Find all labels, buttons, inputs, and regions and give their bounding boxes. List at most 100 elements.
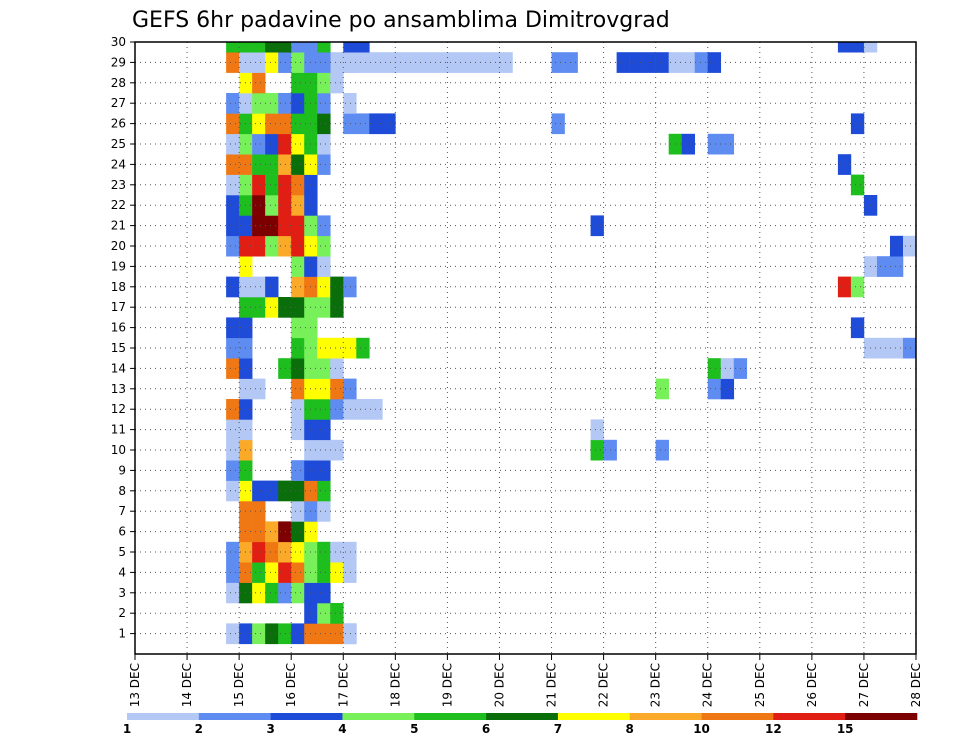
heatmap-cell (226, 215, 240, 237)
heatmap-cell (447, 52, 461, 73)
heatmap-cell (265, 562, 279, 583)
heatmap-cell (317, 562, 331, 583)
heatmap-cell (265, 42, 279, 53)
heatmap-cell (460, 52, 474, 73)
colorbar-segment (270, 713, 343, 720)
heatmap-cell (291, 154, 305, 175)
heatmap-cell (317, 358, 331, 379)
heatmap-cell (876, 337, 891, 359)
heatmap-cell (265, 215, 279, 237)
heatmap-cell (694, 52, 709, 73)
heatmap-cell (837, 276, 852, 298)
y-tick-label: 26 (111, 117, 126, 131)
heatmap-cell (330, 358, 344, 379)
heatmap-cell (226, 133, 240, 155)
heatmap-cell (720, 378, 735, 400)
heatmap-cell (434, 52, 448, 73)
heatmap-cell (317, 460, 331, 481)
heatmap-cell (382, 113, 396, 135)
heatmap-cell (720, 133, 735, 155)
heatmap-cell (421, 52, 435, 73)
heatmap-cell (837, 42, 852, 53)
heatmap-cell (278, 358, 292, 379)
heatmap-cell (226, 195, 240, 216)
heatmap-cell (356, 113, 370, 135)
colorbar-label: 2 (195, 722, 203, 736)
heatmap-cell (265, 93, 279, 114)
heatmap-cell (863, 42, 878, 53)
heatmap-cell (265, 276, 279, 298)
heatmap-cell (655, 52, 669, 73)
heatmap-cell (902, 235, 917, 257)
heatmap-cell (330, 439, 344, 461)
heatmap-cell (317, 215, 331, 237)
y-axis: 1234567891011121314151617181920212223242… (111, 35, 135, 641)
colorbar-label: 7 (554, 722, 562, 736)
heatmap-cell (252, 623, 266, 645)
heatmap-cell (330, 52, 344, 73)
x-tick-label: 16 DEC (284, 663, 298, 707)
heatmap-cell (252, 378, 266, 400)
colorbar-label: 1 (123, 722, 131, 736)
heatmap-cell (278, 562, 292, 583)
heatmap-cell (343, 562, 357, 583)
heatmap-cell (291, 276, 305, 298)
heatmap-cell (226, 113, 240, 135)
x-tick-label: 28 DEC (909, 663, 923, 707)
heatmap-cell (356, 52, 370, 73)
heatmap-cell (356, 337, 370, 359)
heatmap-cell (317, 378, 331, 400)
heatmap-cell (317, 337, 331, 359)
heatmap-cell (291, 113, 305, 135)
heatmap-cell (252, 297, 266, 318)
heatmap-cell (395, 52, 409, 73)
heatmap-cell (889, 337, 904, 359)
heatmap-cell (317, 42, 331, 53)
heatmap-cell (707, 358, 722, 379)
x-tick-label: 19 DEC (440, 663, 454, 707)
heatmap-cell (590, 419, 604, 441)
heatmap-cell (291, 562, 305, 583)
heatmap-cell (265, 521, 279, 543)
heatmap-cell (551, 52, 565, 73)
heatmap-cell (291, 93, 305, 114)
heatmap-cell (252, 174, 266, 196)
heatmap-cell (265, 235, 279, 257)
heatmap-cell (226, 337, 240, 359)
heatmap-cell (317, 276, 331, 298)
heatmap-cell (902, 337, 917, 359)
heatmap-cell (486, 52, 500, 73)
heatmap-cell (252, 154, 266, 175)
heatmap-cell (278, 154, 292, 175)
heatmap-cell (681, 52, 696, 73)
heatmap-cell (291, 378, 305, 400)
heatmap-cell (278, 133, 292, 155)
heatmap-cell (499, 52, 513, 73)
colorbar-segment (486, 713, 559, 720)
y-tick-label: 10 (111, 443, 126, 457)
heatmap-cell (252, 541, 266, 563)
heatmap-cell (317, 113, 331, 135)
heatmap-cell (642, 52, 656, 73)
heatmap-cell (291, 480, 305, 502)
y-tick-label: 24 (111, 157, 126, 171)
y-tick-label: 12 (111, 402, 126, 416)
colorbar-label: 6 (482, 722, 490, 736)
heatmap-cell (317, 72, 331, 94)
heatmap-cell (343, 337, 357, 359)
heatmap-cell (278, 541, 292, 563)
heatmap-cell (876, 256, 891, 277)
heatmap-cell (226, 154, 240, 175)
heatmap-cell (226, 174, 240, 196)
heatmap-cell (837, 154, 852, 175)
heatmap-cell (551, 113, 565, 135)
heatmap-cell (291, 215, 305, 237)
heatmap-cell (616, 52, 630, 73)
heatmap-cell (291, 521, 305, 543)
heatmap-cell (330, 72, 344, 94)
heatmap-cell (252, 133, 266, 155)
heatmap-cell (291, 174, 305, 196)
x-axis: 13 DEC 14 DEC 15 DEC 16 DEC 17 DEC 18 DEC 19 D… (128, 654, 923, 707)
heatmap-cell (252, 480, 266, 502)
